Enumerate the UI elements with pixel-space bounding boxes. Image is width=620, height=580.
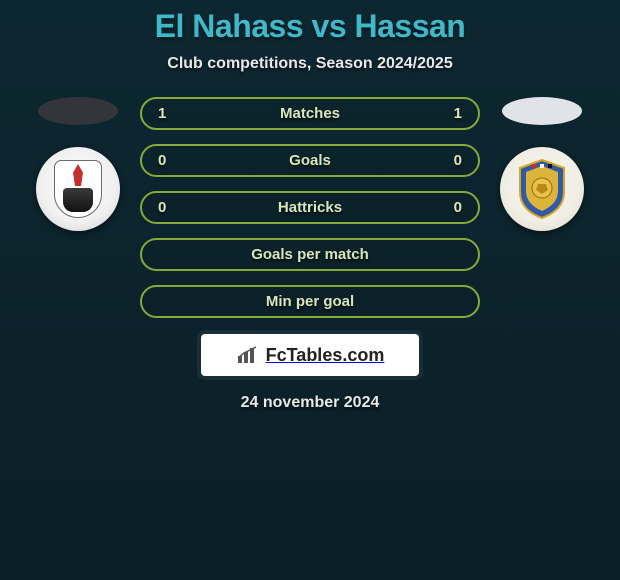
- page-title: El Nahass vs Hassan: [155, 8, 466, 45]
- stat-row-hattricks: 0 Hattricks 0: [140, 191, 480, 224]
- stat-left-value: 0: [158, 152, 166, 169]
- stat-left-value: 0: [158, 199, 166, 216]
- right-flag-icon: [502, 97, 582, 125]
- right-side: [492, 97, 592, 231]
- comparison-area: 1 Matches 1 0 Goals 0 0 Hattricks 0 Goal…: [0, 97, 620, 318]
- stat-label: Goals: [166, 152, 453, 169]
- right-club-badge: [500, 147, 584, 231]
- footer-date: 24 november 2024: [241, 394, 380, 412]
- stat-row-matches: 1 Matches 1: [140, 97, 480, 130]
- stat-right-value: 0: [454, 199, 462, 216]
- stat-right-value: 1: [454, 105, 462, 122]
- left-flag-icon: [38, 97, 118, 125]
- stat-left-value: 1: [158, 105, 166, 122]
- stat-label: Goals per match: [158, 246, 462, 263]
- page-container: El Nahass vs Hassan Club competitions, S…: [0, 0, 620, 412]
- stat-right-value: 0: [454, 152, 462, 169]
- stat-row-goals-per-match: Goals per match: [140, 238, 480, 271]
- page-subtitle: Club competitions, Season 2024/2025: [167, 55, 452, 73]
- left-side: [28, 97, 128, 231]
- stat-row-goals: 0 Goals 0: [140, 144, 480, 177]
- stat-label: Matches: [166, 105, 453, 122]
- stat-label: Min per goal: [158, 293, 462, 310]
- left-club-crest-icon: [54, 160, 102, 218]
- brand-chart-icon: [236, 345, 262, 365]
- stat-label: Hattricks: [166, 199, 453, 216]
- left-club-badge: [36, 147, 120, 231]
- stat-rows: 1 Matches 1 0 Goals 0 0 Hattricks 0 Goal…: [140, 97, 480, 318]
- stat-row-min-per-goal: Min per goal: [140, 285, 480, 318]
- right-club-crest-icon: [514, 158, 570, 220]
- brand-text: FcTables.com: [266, 345, 385, 366]
- brand-link[interactable]: FcTables.com: [201, 334, 419, 376]
